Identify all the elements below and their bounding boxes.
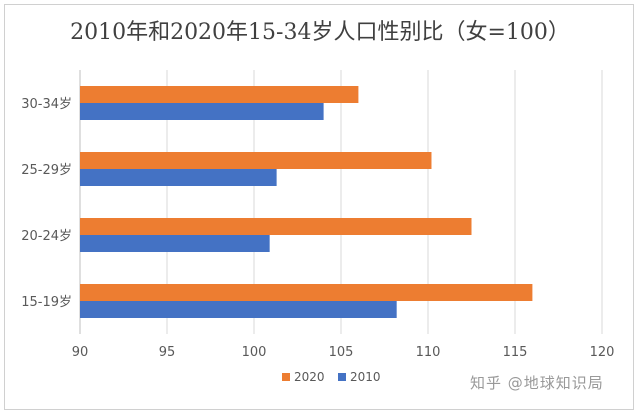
x-tick-label: 120 xyxy=(590,345,615,360)
category-label: 30-34岁 xyxy=(21,97,72,112)
x-tick-label: 95 xyxy=(159,345,176,360)
x-tick-labels: 90 95 100 105 110 115 120 xyxy=(72,345,615,360)
bar-2020 xyxy=(80,284,533,301)
x-tick-label: 105 xyxy=(329,345,354,360)
legend-label-2020: 2020 xyxy=(294,370,325,384)
bar-2010 xyxy=(80,169,277,186)
legend: 2020 2010 xyxy=(282,370,381,384)
bar-2020 xyxy=(80,152,432,169)
category-label: 20-24岁 xyxy=(21,229,72,244)
bar-2010 xyxy=(80,103,324,120)
x-tick-label: 115 xyxy=(503,345,528,360)
bar-group xyxy=(80,86,533,318)
x-tick-label: 110 xyxy=(416,345,441,360)
legend-swatch-2010 xyxy=(338,373,346,381)
category-label: 15-19岁 xyxy=(21,295,72,310)
chart-frame xyxy=(4,4,634,410)
x-tick-label: 90 xyxy=(72,345,89,360)
chart-title: 2010年和2020年15-34岁人口性别比（女=100） xyxy=(70,20,570,45)
bar-2010 xyxy=(80,235,270,252)
category-labels: 15-19岁 20-24岁 25-29岁 30-34岁 xyxy=(21,97,72,310)
legend-label-2010: 2010 xyxy=(350,370,381,384)
bar-2010 xyxy=(80,301,397,318)
bar-2020 xyxy=(80,86,359,103)
bar-2020 xyxy=(80,218,472,235)
legend-swatch-2020 xyxy=(282,373,290,381)
category-label: 25-29岁 xyxy=(21,163,72,178)
watermark: 知乎 @地球知识局 xyxy=(470,374,604,392)
x-tick-label: 100 xyxy=(242,345,267,360)
